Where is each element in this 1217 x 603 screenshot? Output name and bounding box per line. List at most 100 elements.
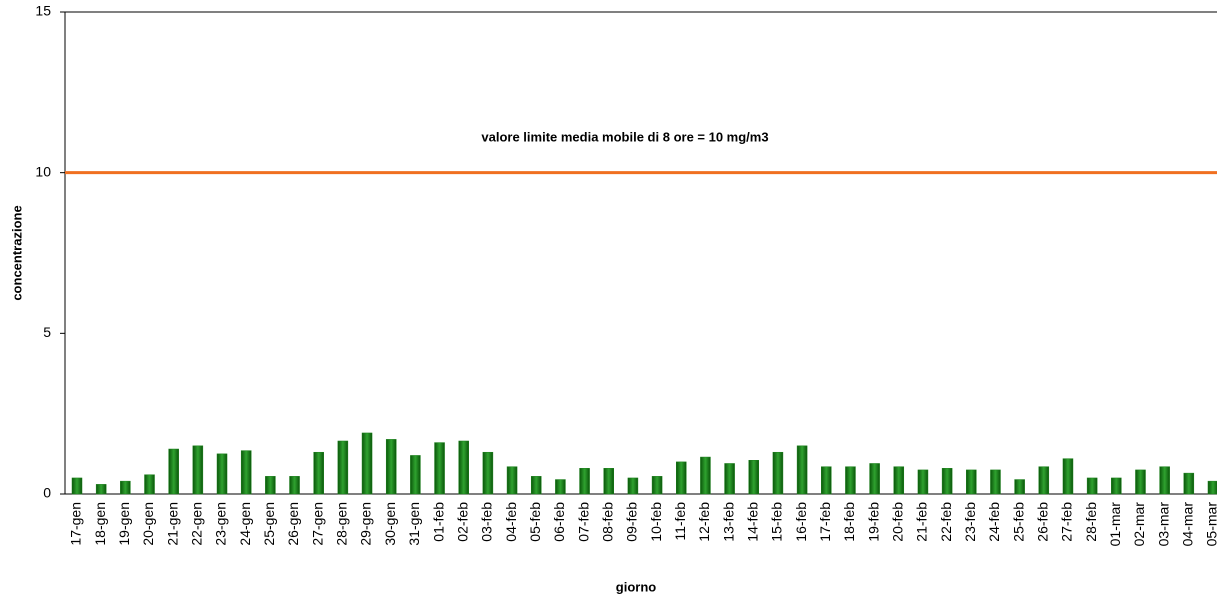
- x-tick-label: 20-feb: [889, 502, 905, 542]
- y-tick-label: 10: [35, 163, 51, 179]
- x-tick-label: 28-feb: [1083, 502, 1099, 542]
- limit-label: valore limite media mobile di 8 ore = 10…: [481, 129, 768, 144]
- bar: [313, 451, 324, 495]
- x-tick-label: 24-gen: [237, 502, 253, 546]
- x-tick-label: 19-gen: [116, 502, 132, 546]
- bar: [1014, 479, 1025, 495]
- x-tick-label: 31-gen: [406, 502, 422, 546]
- bar: [1086, 477, 1098, 495]
- bar: [337, 440, 349, 495]
- bar: [410, 455, 421, 495]
- x-tick-label: 04-feb: [503, 502, 519, 542]
- x-tick-label: 05-mar: [1204, 502, 1217, 547]
- bar: [458, 440, 469, 495]
- x-tick-label: 20-gen: [140, 502, 156, 546]
- x-tick-label: 12-feb: [696, 502, 712, 542]
- x-tick-label: 23-feb: [962, 502, 978, 542]
- bar: [530, 476, 542, 495]
- x-tick-label: 15-feb: [769, 502, 785, 542]
- bar: [651, 476, 663, 495]
- x-tick-label: 09-feb: [624, 502, 640, 542]
- x-tick-label: 16-feb: [793, 502, 809, 542]
- bar: [748, 460, 760, 495]
- x-tick-label: 24-feb: [986, 502, 1002, 542]
- x-tick-label: 17-gen: [68, 502, 84, 546]
- bar: [168, 448, 179, 495]
- x-tick-label: 04-mar: [1180, 502, 1196, 547]
- x-tick-label: 25-feb: [1010, 502, 1026, 542]
- bar: [289, 476, 300, 495]
- x-tick-label: 07-feb: [575, 502, 591, 542]
- x-tick-label: 29-gen: [358, 502, 374, 546]
- x-tick-label: 03-feb: [479, 502, 495, 542]
- x-tick-label: 08-feb: [599, 502, 615, 542]
- bar: [385, 439, 397, 495]
- bar: [144, 474, 155, 495]
- x-tick-label: 19-feb: [865, 502, 881, 542]
- bar: [1183, 472, 1195, 495]
- bar: [941, 468, 953, 495]
- x-tick-label: 02-feb: [454, 502, 470, 542]
- x-tick-label: 30-gen: [382, 502, 398, 546]
- y-tick-label: 15: [35, 3, 51, 19]
- bar: [1207, 480, 1217, 495]
- bar: [506, 466, 518, 495]
- x-tick-label: 25-gen: [261, 502, 277, 546]
- x-tick-label: 18-gen: [92, 502, 108, 546]
- bar: [216, 453, 228, 495]
- x-tick-label: 17-feb: [817, 502, 833, 542]
- bar: [1062, 458, 1074, 495]
- x-tick-label: 21-gen: [164, 502, 180, 546]
- bar: [434, 442, 445, 495]
- x-axis-label: giorno: [616, 579, 656, 594]
- bar: [95, 484, 107, 495]
- bar: [240, 450, 252, 495]
- x-tick-label: 28-gen: [334, 502, 350, 546]
- bar: [627, 477, 639, 495]
- bar: [966, 469, 977, 495]
- bar: [821, 466, 832, 495]
- bar: [1159, 466, 1170, 495]
- x-tick-label: 03-mar: [1155, 502, 1171, 547]
- x-tick-label: 27-feb: [1059, 502, 1075, 542]
- bar: [1111, 477, 1122, 495]
- y-axis-label: concentrazione: [9, 205, 24, 300]
- bar: [555, 479, 566, 495]
- x-tick-label: 22-feb: [938, 502, 954, 542]
- bar: [893, 466, 905, 495]
- bar: [265, 476, 276, 495]
- x-tick-label: 18-feb: [841, 502, 857, 542]
- bar: [1038, 466, 1050, 495]
- bar: [869, 463, 880, 495]
- bar: [71, 477, 83, 495]
- x-tick-label: 01-mar: [1107, 502, 1123, 547]
- x-tick-label: 21-feb: [914, 502, 930, 542]
- bar: [482, 451, 494, 495]
- x-tick-label: 23-gen: [213, 502, 229, 546]
- bar: [603, 468, 614, 495]
- bar: [917, 469, 929, 495]
- bar: [700, 456, 711, 495]
- x-tick-label: 06-feb: [551, 502, 567, 542]
- bar: [724, 463, 735, 495]
- x-tick-label: 02-mar: [1131, 502, 1147, 547]
- x-tick-label: 01-feb: [430, 502, 446, 542]
- bar: [990, 469, 1001, 495]
- bar: [1135, 469, 1146, 495]
- bar: [772, 451, 784, 495]
- x-tick-label: 22-gen: [189, 502, 205, 546]
- x-tick-label: 27-gen: [309, 502, 325, 546]
- x-tick-label: 05-feb: [527, 502, 543, 542]
- bar: [120, 480, 131, 495]
- bar: [845, 466, 856, 495]
- x-tick-label: 10-feb: [648, 502, 664, 542]
- y-tick-label: 5: [43, 324, 51, 340]
- x-tick-label: 11-feb: [672, 502, 688, 541]
- x-tick-label: 26-feb: [1035, 502, 1051, 542]
- x-tick-label: 14-feb: [744, 502, 760, 542]
- y-tick-label: 0: [43, 485, 51, 501]
- bar: [579, 468, 590, 495]
- bar: [192, 445, 204, 495]
- x-tick-label: 13-feb: [720, 502, 736, 542]
